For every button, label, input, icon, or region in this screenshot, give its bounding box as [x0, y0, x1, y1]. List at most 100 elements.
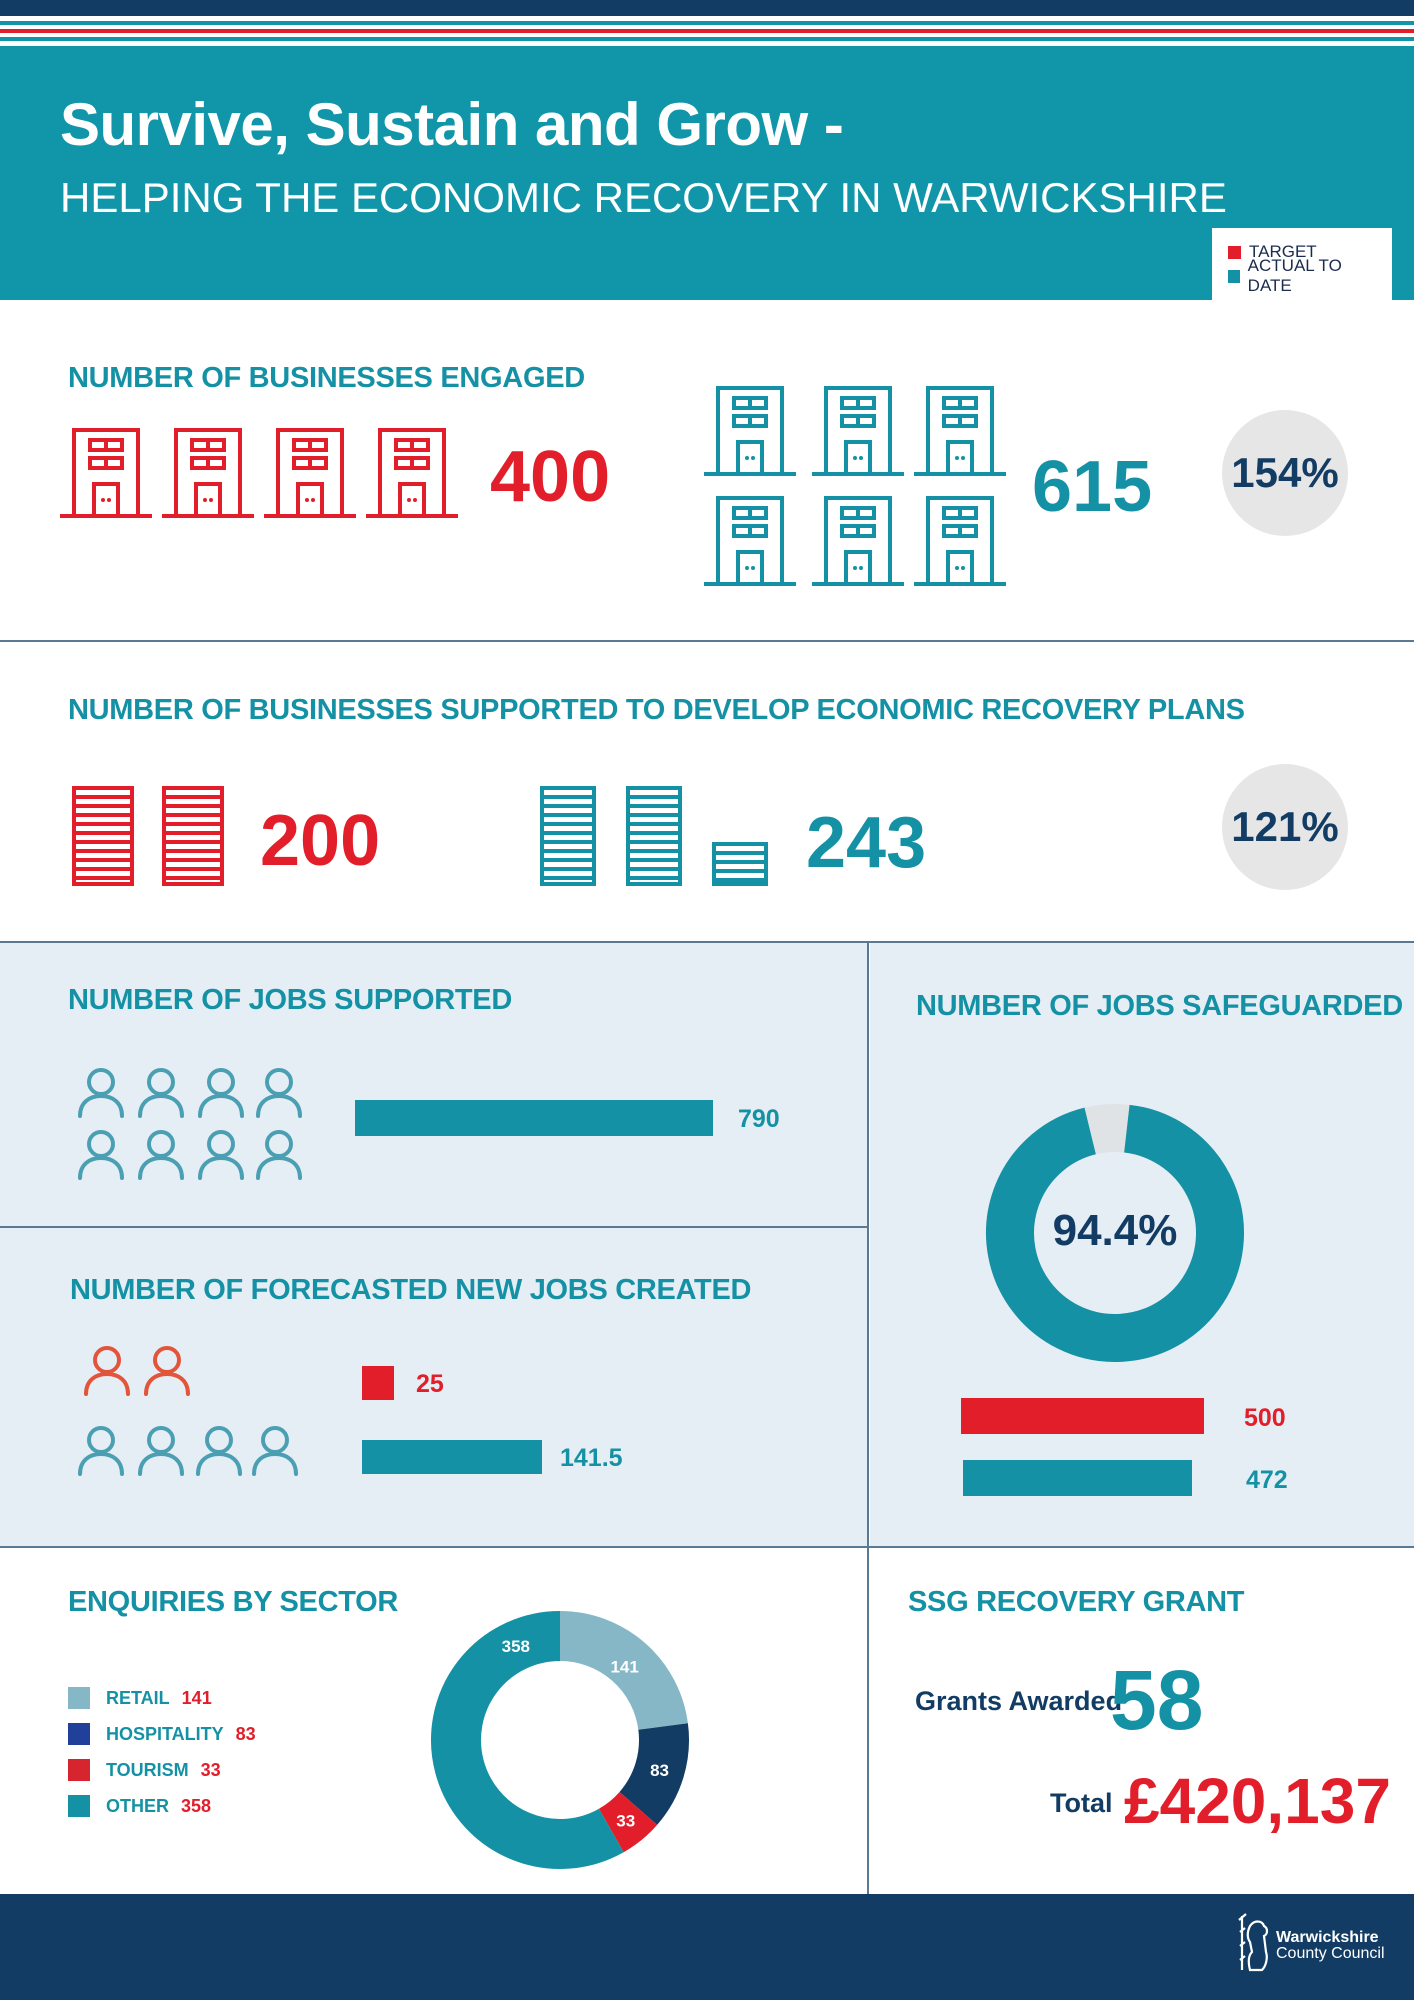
sector-slice-label-retail: 141: [610, 1657, 638, 1676]
sector-label-tourism: TOURISM: [106, 1759, 189, 1780]
sector-slice-other: [431, 1611, 624, 1869]
person-icon: [138, 1068, 184, 1118]
document-stack-icon: [72, 786, 134, 886]
sector-label-other: OTHER: [106, 1795, 169, 1816]
legend-item-target: TARGET: [1228, 240, 1376, 264]
sector-value-tourism: 33: [200, 1759, 221, 1780]
bear-and-staff-icon: [1238, 1913, 1269, 1972]
forecast-target-value: 25: [416, 1370, 444, 1398]
safeguarded-donut-chart: [986, 1104, 1244, 1362]
safeguarded-actual-value: 472: [1246, 1466, 1288, 1494]
person-icon: [144, 1346, 190, 1396]
logo-line1: Warwickshire: [1276, 1929, 1379, 1946]
jobs-supported-value: 790: [738, 1105, 780, 1133]
logo-line2: County Council: [1276, 1945, 1385, 1962]
engaged-actual-value: 615: [1032, 447, 1153, 527]
divider: [0, 640, 1414, 642]
engaged-percent-badge: 154%: [1222, 410, 1348, 536]
building-icon: [704, 496, 796, 586]
sector-value-hospitality: 83: [235, 1723, 256, 1744]
person-icon: [138, 1130, 184, 1180]
engaged-title: NUMBER OF BUSINESSES ENGAGED: [68, 362, 585, 394]
divider: [0, 941, 1414, 943]
person-icon: [78, 1426, 124, 1476]
person-icon: [196, 1426, 242, 1476]
sector-value-retail: 141: [181, 1687, 212, 1708]
building-icon: [704, 386, 796, 476]
plans-percent-badge: 121%: [1222, 764, 1348, 890]
safeguarded-actual-segment: [986, 1104, 1244, 1362]
person-icon: [198, 1068, 244, 1118]
person-icon: [78, 1130, 124, 1180]
sector-swatch-tourism: [68, 1759, 90, 1781]
page-title: Survive, Sustain and Grow -: [60, 91, 844, 158]
legend-swatch-target: [1228, 245, 1241, 259]
building-icon: [366, 428, 458, 518]
divider: [0, 1546, 1414, 1548]
person-icon: [138, 1426, 184, 1476]
legend: TARGET ACTUAL TO DATE: [1212, 228, 1392, 300]
sector-label-hospitality: HOSPITALITY: [106, 1723, 224, 1744]
safeguarded-panel: [870, 943, 1414, 1546]
logo-text: Warwickshire County Council: [1276, 1930, 1385, 1962]
person-icon: [198, 1130, 244, 1180]
sector-slice-label-tourism: 33: [616, 1812, 635, 1831]
divider: [0, 1226, 868, 1228]
sector-slice-retail: [559, 1611, 688, 1731]
document-stack-icon: [162, 786, 224, 886]
sector-title: ENQUIRIES BY SECTOR: [68, 1586, 399, 1618]
legend-item-actual: ACTUAL TO DATE: [1228, 256, 1376, 295]
building-icon: [264, 428, 356, 518]
person-icon: [256, 1130, 302, 1180]
plans-actual-value: 243: [806, 803, 927, 883]
legend-label-target: TARGET: [1249, 242, 1317, 261]
sector-label-retail: RETAIL: [106, 1687, 170, 1708]
grants-awarded-label: Grants Awarded: [915, 1686, 1123, 1716]
person-icon: [252, 1426, 298, 1476]
forecast-actual-value: 141.5: [560, 1444, 623, 1472]
document-stack-icon: [540, 786, 596, 886]
sector-legend-retail: RETAIL 141: [68, 1680, 256, 1716]
grant-title: SSG RECOVERY GRANT: [908, 1586, 1245, 1618]
grant-total-value: £420,137: [1124, 1765, 1391, 1837]
building-icon: [60, 428, 152, 518]
safeguarded-target-bar: [961, 1398, 1204, 1434]
jobs-supported-bar: [355, 1100, 713, 1136]
safeguarded-title: NUMBER OF JOBS SAFEGUARDED: [916, 990, 1403, 1022]
sector-legend-hospitality: HOSPITALITY 83: [68, 1716, 256, 1752]
sector-value-other: 358: [181, 1795, 212, 1816]
person-icon: [84, 1346, 130, 1396]
person-icon: [256, 1068, 302, 1118]
person-icon: [78, 1068, 124, 1118]
council-logo: Warwickshire County Council: [1236, 1912, 1386, 1976]
sector-legend-other: OTHER 358: [68, 1788, 256, 1824]
sector-slice-label-other: 358: [502, 1637, 530, 1656]
grant-total-label: Total: [1050, 1788, 1113, 1818]
page-subtitle: HELPING THE ECONOMIC RECOVERY IN WARWICK…: [60, 174, 1227, 221]
sector-swatch-other: [68, 1795, 90, 1817]
building-icon: [914, 496, 1006, 586]
safeguarded-percent: 94.4%: [1052, 1206, 1178, 1255]
sector-slice-tourism: [598, 1791, 658, 1853]
top-stripes: [0, 0, 1414, 46]
header-banner: Survive, Sustain and Grow - HELPING THE …: [0, 46, 1414, 300]
grants-awarded-value: 58: [1110, 1653, 1204, 1747]
sector-swatch-hospitality: [68, 1723, 90, 1745]
safeguarded-target-value: 500: [1244, 1404, 1286, 1432]
sector-slice-hospitality: [618, 1723, 689, 1825]
plans-title: NUMBER OF BUSINESSES SUPPORTED TO DEVELO…: [68, 694, 1245, 726]
jobs-forecast-title: NUMBER OF FORECASTED NEW JOBS CREATED: [70, 1274, 752, 1306]
sector-legend-tourism: TOURISM 33: [68, 1752, 256, 1788]
forecast-target-bar: [362, 1366, 394, 1400]
legend-swatch-actual: [1228, 269, 1240, 283]
footer: [0, 1894, 1414, 2000]
legend-label-actual: ACTUAL TO DATE: [1247, 256, 1342, 295]
safeguarded-actual-bar: [963, 1460, 1193, 1496]
plans-target-value: 200: [260, 801, 381, 881]
sector-donut-chart: 141 83 33 358: [431, 1611, 689, 1869]
sector-legend: RETAIL 141 HOSPITALITY 83 TOURISM 33 OTH…: [68, 1680, 256, 1824]
sector-slice-label-hospitality: 83: [650, 1761, 669, 1780]
document-stack-icon: [626, 786, 682, 886]
engaged-target-value: 400: [490, 437, 611, 517]
building-icon: [914, 386, 1006, 476]
